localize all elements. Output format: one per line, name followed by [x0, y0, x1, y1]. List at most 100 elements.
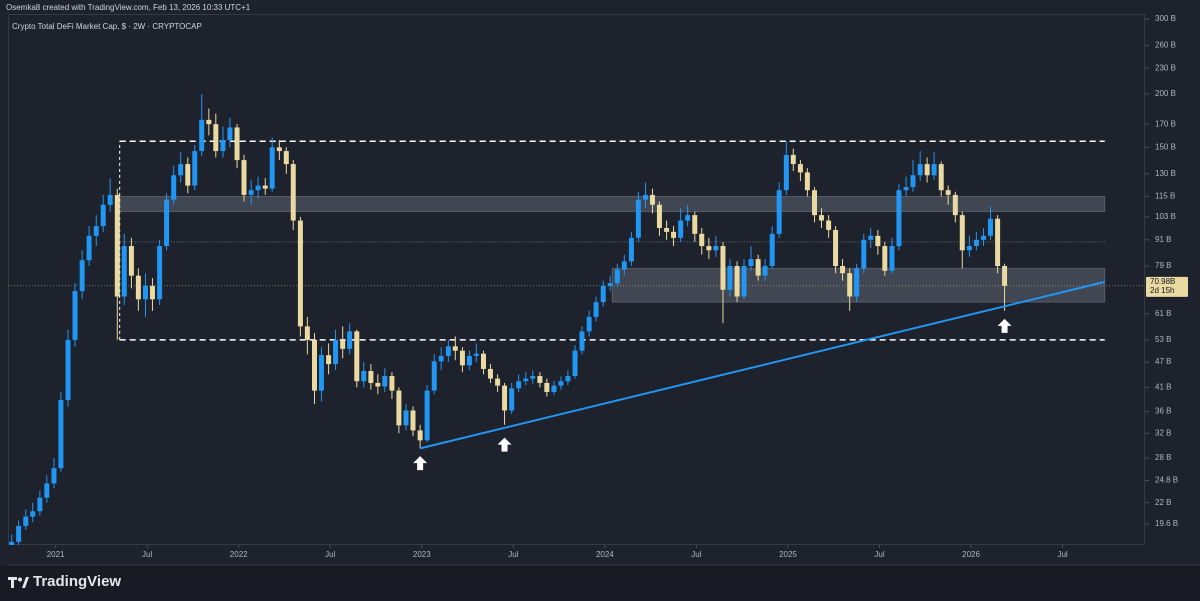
- candle-body: [509, 388, 515, 411]
- y-tick-label: 47 B: [1155, 357, 1171, 366]
- candle-body: [23, 516, 29, 526]
- candle-body: [635, 199, 641, 238]
- x-tick-label: Jul: [1057, 550, 1067, 559]
- candle-body: [164, 199, 170, 247]
- y-tick-label: 79 B: [1155, 261, 1171, 270]
- candle-body: [171, 175, 177, 200]
- y-tick-label: 130 B: [1155, 169, 1176, 178]
- countdown-label: 2d 15h: [1150, 286, 1174, 295]
- chart-title: Crypto Total DeFi Market Cap, $ · 2W · C…: [12, 22, 202, 31]
- candle-body: [931, 164, 937, 176]
- candle-body: [600, 285, 606, 303]
- candle-body: [790, 154, 796, 165]
- candle-body: [206, 119, 212, 125]
- candle-body: [93, 226, 99, 236]
- candle-body: [762, 266, 768, 276]
- y-tick-label: 53 B: [1155, 335, 1171, 344]
- candle-body: [565, 376, 571, 382]
- candle-body: [340, 339, 346, 349]
- candle-body: [523, 378, 529, 382]
- y-tick-label: 230 B: [1155, 63, 1176, 72]
- candle-body: [671, 231, 677, 238]
- candle-body: [945, 190, 951, 195]
- candle-body: [192, 151, 198, 186]
- y-tick-label: 103 B: [1155, 212, 1176, 221]
- candle-body: [297, 220, 303, 327]
- candle-body: [741, 266, 747, 297]
- y-tick-label: 300 B: [1155, 14, 1176, 23]
- candle-body: [1002, 266, 1008, 286]
- candle-body: [734, 266, 740, 297]
- x-tick-label: Jul: [508, 550, 518, 559]
- candle-body: [783, 154, 789, 191]
- candle-body: [903, 187, 909, 191]
- candle-body: [685, 215, 691, 221]
- x-tick-label: Jul: [691, 550, 701, 559]
- candle-body: [51, 468, 57, 484]
- trendline: [419, 280, 1105, 450]
- candle-body: [79, 260, 85, 292]
- candle-body: [333, 339, 339, 365]
- candle-body: [276, 147, 282, 152]
- candle-body: [664, 228, 670, 232]
- candle-body: [227, 127, 233, 141]
- candle-body: [417, 430, 423, 441]
- candle-body: [861, 239, 867, 269]
- candle-body: [924, 164, 930, 176]
- candle-body: [114, 194, 120, 297]
- x-tick-label: 2024: [596, 550, 614, 559]
- candle-body: [199, 119, 205, 152]
- candle-body: [706, 246, 712, 251]
- candle-body: [981, 235, 987, 240]
- candle-body: [241, 160, 247, 195]
- candle-body: [403, 410, 409, 426]
- candle-body: [382, 376, 388, 387]
- candle-body: [143, 285, 149, 300]
- candle-body: [995, 218, 1001, 267]
- arrow: [497, 437, 512, 452]
- y-tick-label: 260 B: [1155, 41, 1176, 50]
- candle-body: [833, 229, 839, 267]
- candle-body: [16, 525, 22, 542]
- candle-body: [818, 215, 824, 221]
- candle-body: [804, 172, 810, 191]
- candle-body: [973, 239, 979, 247]
- brand-logo: TradingView: [8, 573, 121, 590]
- y-tick-label: 19.6 B: [1155, 519, 1178, 528]
- candle-body: [354, 331, 360, 382]
- candle-body: [438, 355, 444, 362]
- candle-body: [826, 220, 832, 230]
- candle-body: [910, 175, 916, 188]
- candle-body: [452, 346, 458, 351]
- candle-body: [643, 194, 649, 200]
- candle-body: [966, 246, 972, 251]
- candle-body: [178, 164, 184, 176]
- candle-body: [593, 302, 599, 317]
- x-tick-label: 2021: [47, 550, 65, 559]
- x-tick-label: 2022: [230, 550, 248, 559]
- candle-body: [952, 194, 958, 216]
- candle-body: [121, 246, 127, 297]
- y-tick-label: 61 B: [1155, 309, 1171, 318]
- logo-mark: [8, 577, 17, 588]
- candle-body: [234, 127, 240, 161]
- y-tick-label: 150 B: [1155, 142, 1176, 151]
- plot-area: [8, 94, 1145, 545]
- candle-body: [424, 390, 430, 441]
- candle-body: [410, 410, 416, 431]
- candle-body: [797, 164, 803, 173]
- candle-body: [466, 355, 472, 366]
- credit: Osemka8 created with TradingView.com, Fe…: [6, 3, 251, 12]
- candle-body: [473, 353, 479, 356]
- candle-body: [149, 285, 155, 300]
- candle-body: [621, 261, 627, 270]
- candle-body: [656, 204, 662, 229]
- y-tick-label: 32 B: [1155, 428, 1171, 437]
- candle-body: [283, 151, 289, 165]
- candle-body: [347, 331, 353, 349]
- candle-body: [157, 246, 163, 300]
- candle-body: [854, 268, 860, 297]
- candle-body: [628, 237, 634, 262]
- candle-body: [72, 291, 78, 340]
